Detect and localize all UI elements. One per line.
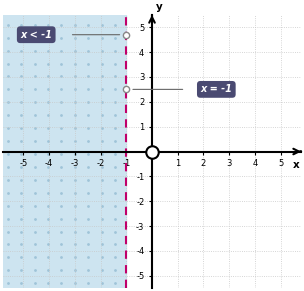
Text: y: y <box>156 2 163 12</box>
Text: x: x <box>293 160 300 170</box>
Bar <box>3 15 126 288</box>
Text: x < -1: x < -1 <box>20 30 52 40</box>
Text: x = -1: x = -1 <box>200 84 232 94</box>
